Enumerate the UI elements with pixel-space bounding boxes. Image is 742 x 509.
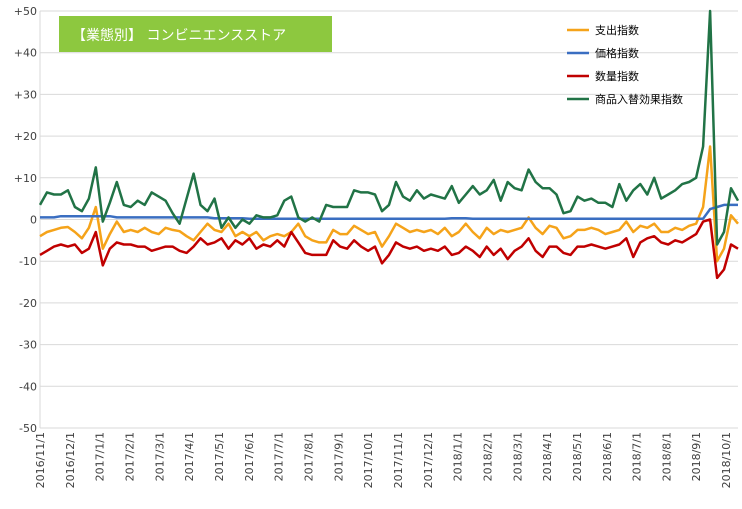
x-tick-label: 2017/4/1 xyxy=(183,432,196,481)
x-tick-label: 2017/8/1 xyxy=(302,432,315,481)
chart-title-box: 【業態別】 コンビニエンスストア xyxy=(59,16,332,52)
y-tick-label: -30 xyxy=(19,339,37,352)
x-tick-label: 2017/12/1 xyxy=(422,432,435,488)
x-tick-label: 2017/1/1 xyxy=(94,432,107,481)
x-tick-label: 2017/9/1 xyxy=(332,432,345,481)
x-tick-label: 2018/10/1 xyxy=(720,432,733,488)
x-tick-label: 2018/8/1 xyxy=(660,432,673,481)
series-line-2 xyxy=(39,218,739,280)
x-tick-label: 2018/3/1 xyxy=(511,432,524,481)
y-tick-label: -40 xyxy=(19,380,37,393)
y-axis-ticks: +50 +40 +30 +20 +10 0 -10 -20 -30 -40 -50 xyxy=(14,5,37,435)
legend-label: 価格指数 xyxy=(595,46,639,60)
y-tick-label: +10 xyxy=(14,172,37,185)
x-tick-label: 2018/1/1 xyxy=(452,432,465,481)
x-tick-label: 2017/10/1 xyxy=(362,432,375,488)
x-tick-label: 2018/4/1 xyxy=(541,432,554,481)
y-tick-label: 0 xyxy=(30,214,37,227)
series-line-1 xyxy=(40,203,738,220)
x-tick-label: 2016/11/1 xyxy=(34,432,47,488)
x-tick-label: 2018/7/1 xyxy=(631,432,644,481)
title-background xyxy=(59,16,332,52)
x-tick-label: 2018/6/1 xyxy=(601,432,614,481)
y-tick-label: +40 xyxy=(14,47,37,60)
y-tick-label: +30 xyxy=(14,88,37,101)
legend-label: 数量指数 xyxy=(595,69,639,83)
series-lines xyxy=(38,9,740,280)
chart-title: 【業態別】 コンビニエンスストア xyxy=(72,28,286,44)
x-tick-label: 2018/5/1 xyxy=(571,432,584,481)
x-tick-label: 2017/6/1 xyxy=(243,432,256,481)
y-tick-label: -20 xyxy=(19,297,37,310)
series-line-0 xyxy=(39,145,739,263)
y-tick-label: -50 xyxy=(19,422,37,435)
x-tick-label: 2018/9/1 xyxy=(690,432,703,481)
x-tick-label: 2016/12/1 xyxy=(64,432,77,488)
x-tick-label: 2018/2/1 xyxy=(481,432,494,481)
y-tick-label: +50 xyxy=(14,5,37,18)
x-tick-label: 2017/5/1 xyxy=(213,432,226,481)
x-tick-label: 2017/7/1 xyxy=(273,432,286,481)
x-tick-label: 2017/2/1 xyxy=(123,432,136,481)
x-tick-label: 2017/3/1 xyxy=(153,432,166,481)
series-line-3 xyxy=(38,9,740,246)
y-tick-label: +20 xyxy=(14,130,37,143)
legend-label: 支出指数 xyxy=(595,23,639,37)
x-tick-label: 2017/11/1 xyxy=(392,432,405,488)
x-axis-ticks: 2016/11/1 2016/12/1 2017/1/1 2017/2/1 2017/3… xyxy=(34,432,733,488)
y-tick-label: -10 xyxy=(19,255,37,268)
legend-label: 商品入替効果指数 xyxy=(595,92,683,106)
